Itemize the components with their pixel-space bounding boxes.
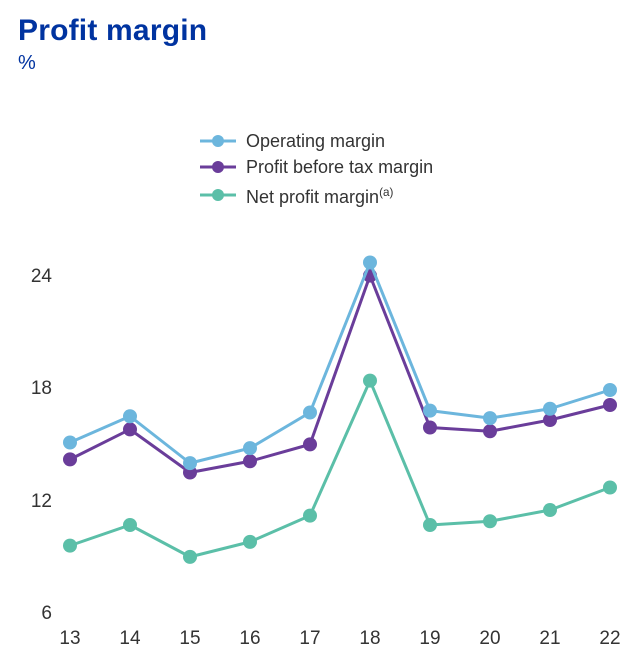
series-line xyxy=(70,276,610,473)
series-marker xyxy=(363,256,377,270)
series-marker xyxy=(423,421,437,435)
series-marker xyxy=(603,398,617,412)
series-marker xyxy=(543,503,557,517)
series-marker xyxy=(303,437,317,451)
series-marker xyxy=(183,456,197,470)
series-marker xyxy=(303,509,317,523)
series-marker xyxy=(63,436,77,450)
series-marker xyxy=(243,441,257,455)
series-marker xyxy=(183,550,197,564)
series-marker xyxy=(423,404,437,418)
series-marker xyxy=(483,424,497,438)
series-marker xyxy=(363,374,377,388)
series-marker xyxy=(603,481,617,495)
series-marker xyxy=(543,402,557,416)
series-marker xyxy=(483,514,497,528)
series-marker xyxy=(63,539,77,553)
chart-page: Profit margin % Operating marginProfit b… xyxy=(0,0,640,669)
series-marker xyxy=(63,452,77,466)
series-marker xyxy=(123,518,137,532)
series-marker xyxy=(603,383,617,397)
series-marker xyxy=(303,406,317,420)
series-marker xyxy=(483,411,497,425)
series-marker xyxy=(423,518,437,532)
line-chart xyxy=(0,0,640,669)
series-marker xyxy=(243,535,257,549)
series-marker xyxy=(123,422,137,436)
series-line xyxy=(70,381,610,557)
series-marker xyxy=(243,454,257,468)
series-marker xyxy=(123,409,137,423)
